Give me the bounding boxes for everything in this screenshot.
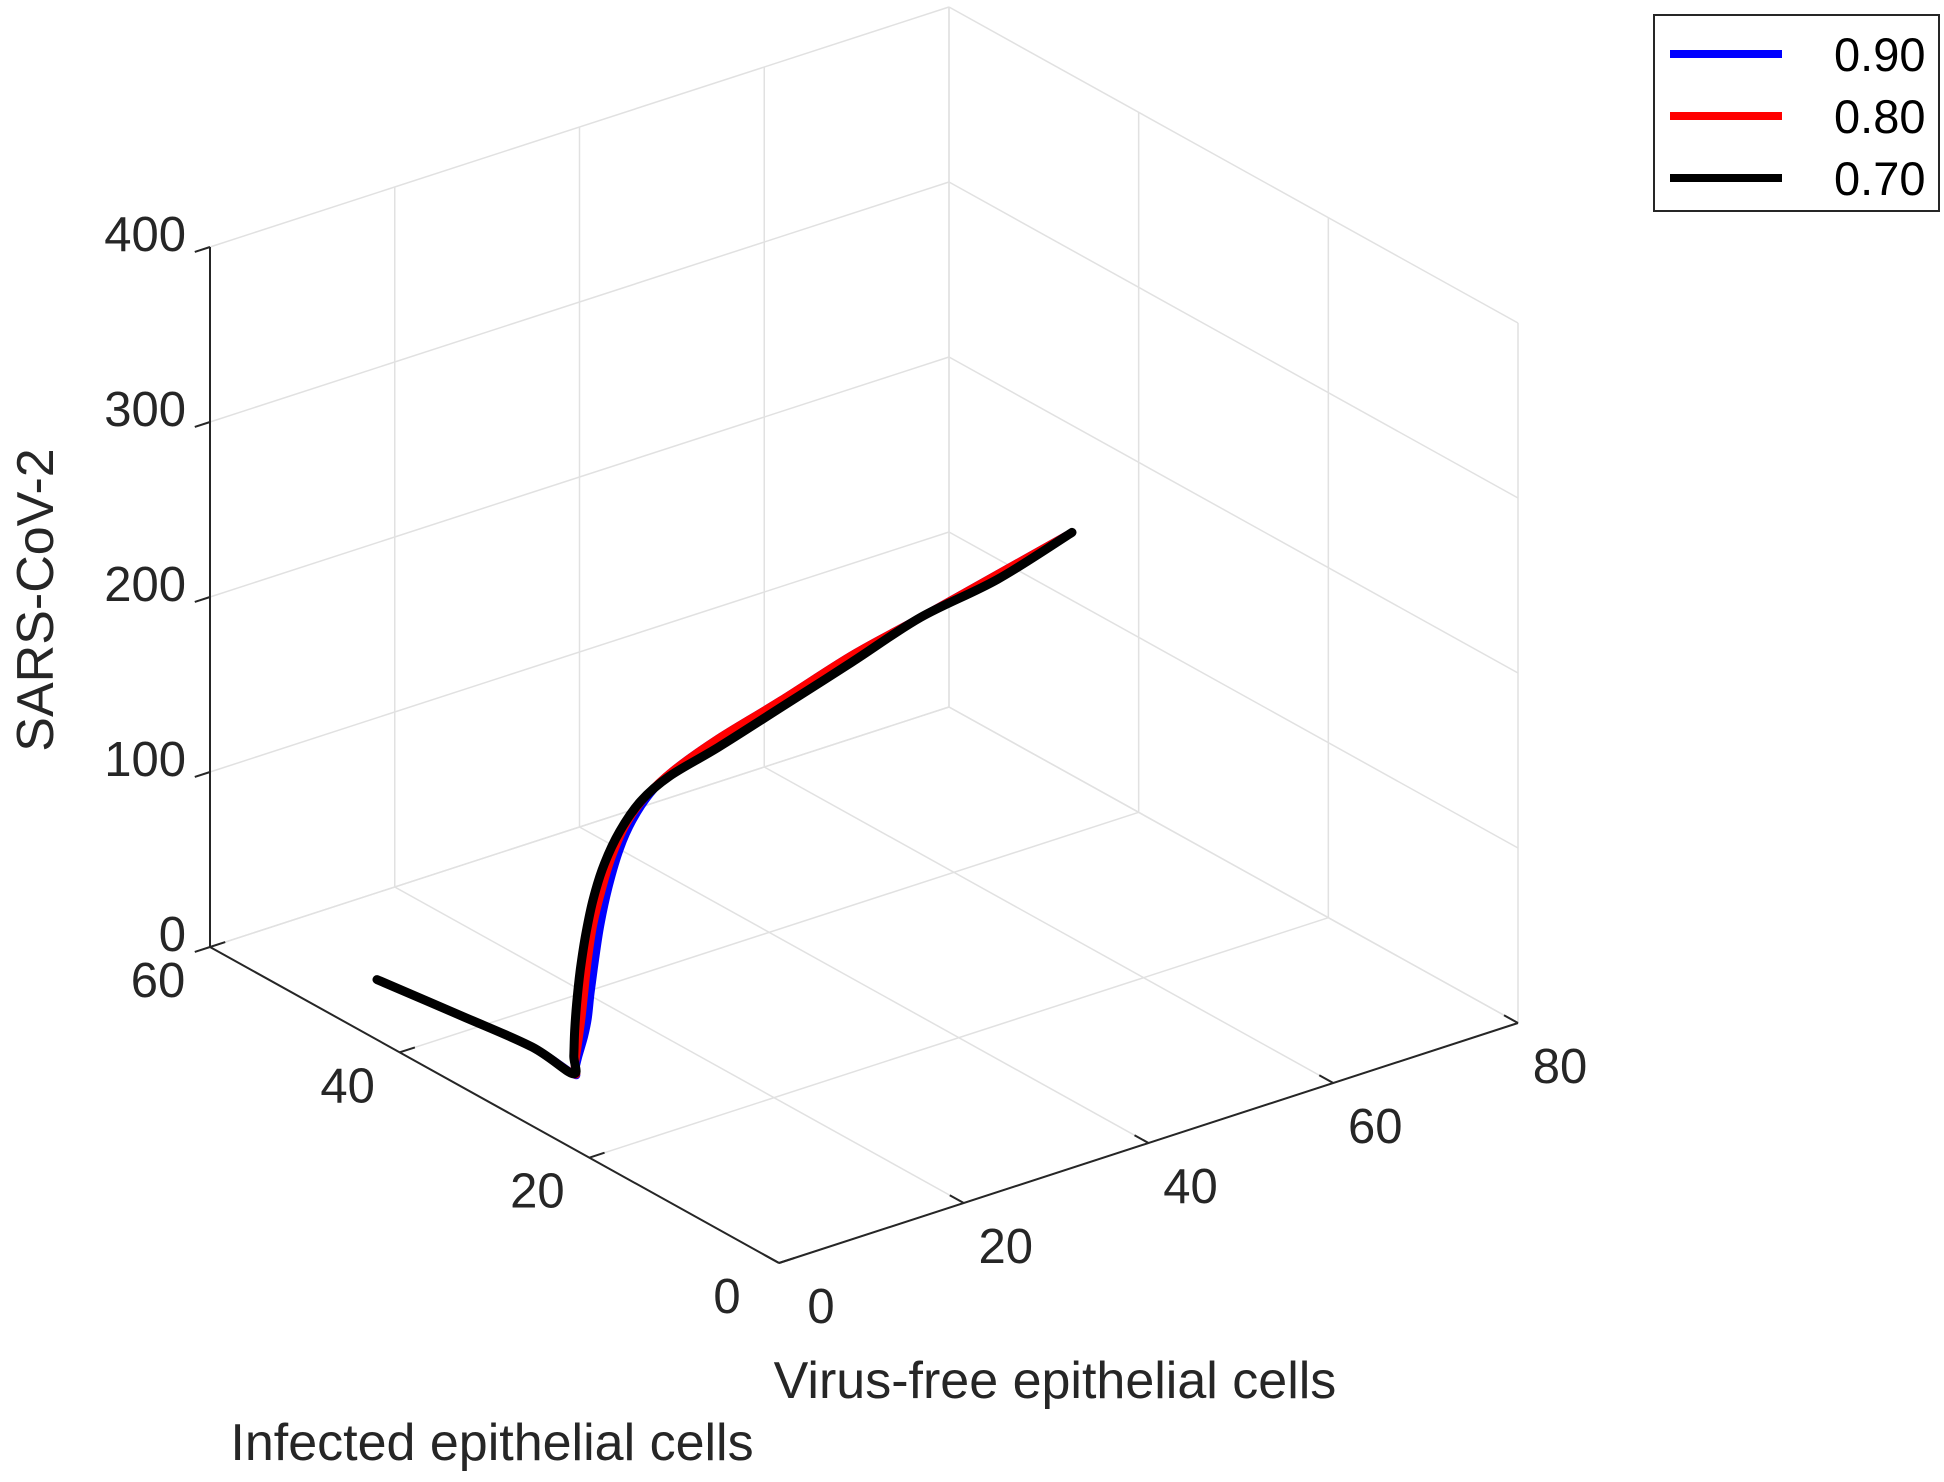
x-tick-label: 40 <box>1163 1160 1218 1214</box>
axes-layer <box>194 246 1519 1264</box>
z-tick-label: 100 <box>104 733 186 787</box>
z-tick <box>194 421 211 428</box>
series-line-0.70 <box>372 527 1077 1079</box>
x-tick <box>1134 1134 1149 1144</box>
x-tick-label: 20 <box>978 1220 1033 1274</box>
floor-gridline-x <box>394 886 965 1204</box>
y-tick <box>778 1257 795 1264</box>
y-tick <box>209 941 226 948</box>
z-tick <box>194 946 211 953</box>
z-tick-label: 300 <box>104 383 186 437</box>
side-wall-gridline-z <box>948 181 1519 499</box>
x-tick <box>1503 1014 1519 1024</box>
z-tick <box>194 771 211 778</box>
y-axis-label: Infected epithelial cells <box>230 1414 753 1472</box>
y-tick <box>589 1151 605 1159</box>
side-wall-gridline-z <box>948 706 1519 1024</box>
x-tick-label: 0 <box>807 1280 834 1334</box>
x-tick-label: 80 <box>1533 1040 1588 1094</box>
side-wall-gridline-z <box>948 6 1519 324</box>
legend-entries: 0.90 0.80 0.70 <box>1670 28 1925 205</box>
z-tick <box>194 246 211 253</box>
back-wall-gridline-z <box>209 181 950 423</box>
legend-label-0.90: 0.90 <box>1834 28 1925 81</box>
back-wall-gridline-z <box>209 356 950 598</box>
y-axis-line <box>209 946 780 1264</box>
x-tick-label: 60 <box>1348 1100 1403 1154</box>
y-tick <box>399 1046 416 1054</box>
x-tick <box>949 1194 965 1204</box>
z-tick <box>194 596 211 603</box>
series-layer <box>372 527 1077 1080</box>
back-wall-gridline-z <box>209 706 950 948</box>
floor-gridline-x <box>579 826 1149 1144</box>
x-axis-label: Virus-free epithelial cells <box>774 1352 1337 1410</box>
z-tick-label: 0 <box>159 908 186 962</box>
side-wall-gridline-z <box>948 531 1519 849</box>
floor-gridline-x <box>763 766 1334 1084</box>
y-tick-label: 20 <box>510 1165 565 1219</box>
legend-label-0.70: 0.70 <box>1834 152 1925 205</box>
floor-gridline-y <box>589 916 1329 1159</box>
y-tick-label: 0 <box>713 1270 740 1324</box>
side-wall-gridline-z <box>948 356 1519 674</box>
back-wall-gridline-z <box>209 6 950 248</box>
legend-label-0.80: 0.80 <box>1834 90 1925 143</box>
y-tick-label: 40 <box>320 1059 375 1113</box>
z-axis-label: SARS-CoV-2 <box>7 448 65 751</box>
legend: 0.90 0.80 0.70 <box>1653 14 1940 212</box>
x-tick <box>1318 1074 1334 1084</box>
z-tick-label: 200 <box>104 558 186 612</box>
x-tick <box>764 1254 780 1264</box>
floor-gridline-y <box>399 811 1139 1054</box>
back-wall-gridline-z <box>209 531 950 773</box>
y-tick-label: 60 <box>131 954 186 1008</box>
z-tick-label: 400 <box>104 208 186 262</box>
